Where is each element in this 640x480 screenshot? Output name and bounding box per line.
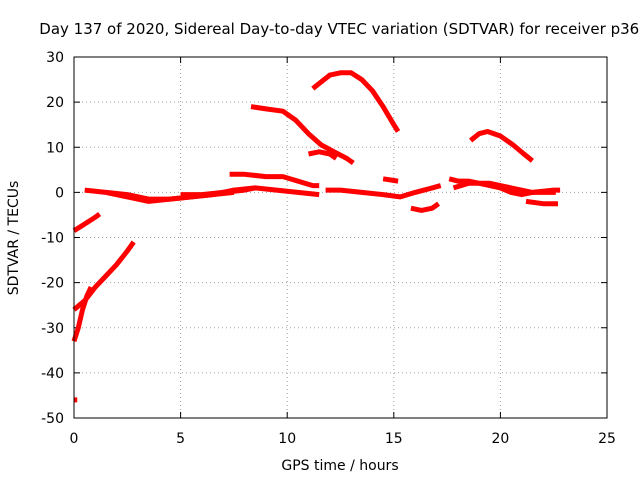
y-tick-labels: -50 -40 -30 -20 -10 0 10 20 30	[41, 50, 64, 427]
y-tick-label: -40	[41, 366, 64, 382]
series-arc-12	[325, 183, 442, 200]
series-arc-7	[180, 185, 256, 198]
grid-lines	[73, 56, 608, 419]
chart-title: Day 137 of 2020, Sidereal Day-to-day VTE…	[39, 20, 640, 38]
series-arc-17	[469, 129, 534, 163]
series-arc-1	[72, 211, 102, 233]
y-tick-label: 0	[55, 185, 64, 201]
series-arc-10	[307, 149, 338, 161]
series-arc-3	[72, 240, 136, 312]
y-tick-label: -20	[41, 276, 64, 292]
series-arc-18	[525, 198, 558, 207]
data-series	[71, 70, 561, 403]
plot-frame	[73, 56, 608, 419]
series-arc-16	[452, 180, 561, 195]
x-tick-label: 20	[491, 431, 509, 447]
y-tick-label: 20	[46, 95, 64, 111]
y-tick-label: -10	[41, 231, 64, 247]
series-arc-13	[382, 176, 399, 184]
x-axis-label: GPS time / hours	[281, 458, 398, 474]
y-axis-label: SDTVAR / TECUs	[6, 181, 22, 296]
y-tick-label: -30	[41, 321, 64, 337]
x-tick-label: 5	[176, 431, 185, 447]
x-tick-label: 10	[278, 431, 296, 447]
x-tick-label: 0	[70, 431, 79, 447]
series-arc-9	[250, 104, 355, 166]
series-arc-14	[410, 201, 441, 213]
x-tick-label: 25	[598, 431, 616, 447]
y-tick-label: 10	[46, 140, 64, 156]
x-tick-labels: 0 5 10 15 20 25	[70, 431, 616, 447]
series-arc-11	[311, 70, 401, 133]
series-arc-8	[229, 171, 320, 189]
x-tick-label: 15	[385, 431, 403, 447]
y-tick-label: 30	[46, 50, 64, 66]
y-tick-label: -50	[41, 411, 64, 427]
